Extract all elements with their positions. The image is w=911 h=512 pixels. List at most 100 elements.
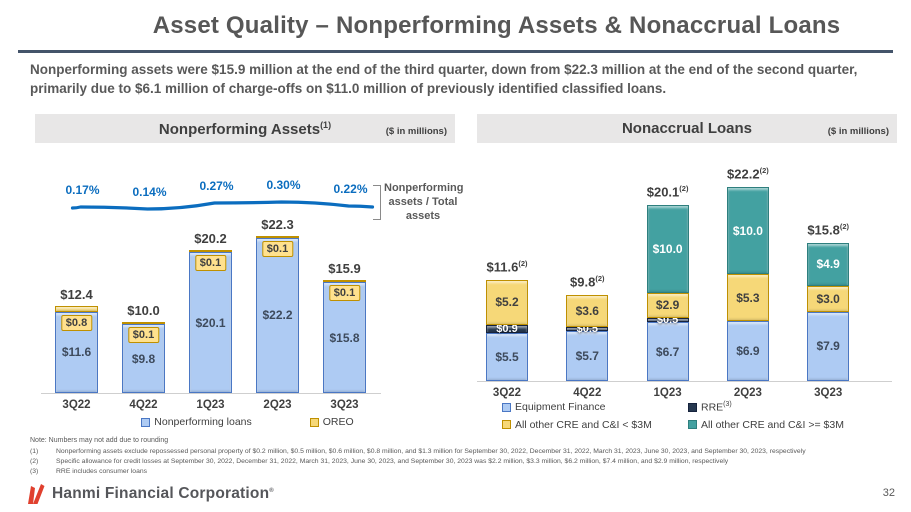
panel-title: Nonaccrual Loans bbox=[621, 120, 753, 137]
bar-total-label: $12.4 bbox=[60, 287, 93, 303]
legend-swatch-icon bbox=[141, 417, 151, 427]
footnote-text: Nonperforming assets exclude repossessed… bbox=[56, 448, 806, 455]
x-axis bbox=[477, 381, 892, 382]
oreo-value-badge: $0.8 bbox=[60, 314, 93, 331]
footer-brand: Hanmi Financial Corporation® bbox=[26, 483, 274, 505]
footnote-number: (2) bbox=[30, 458, 39, 466]
segment-value-label: $10.0 bbox=[652, 242, 683, 256]
footnote-ref-2: (2) bbox=[839, 221, 850, 231]
stack-segment: $6.7 bbox=[646, 322, 689, 381]
nonperforming-assets-chart: Nonperforming assets / Total assets Nonp… bbox=[35, 150, 464, 438]
segment-value-label: $11.6 bbox=[61, 345, 92, 360]
bar-total-label: $11.6(2) bbox=[486, 258, 528, 274]
stack-segment: $2.9 bbox=[646, 292, 689, 319]
legend-item-oreo: OREO bbox=[309, 416, 354, 428]
x-axis-label: 4Q22 bbox=[573, 387, 602, 399]
oreo-value-badge: $0.1 bbox=[328, 285, 361, 302]
x-axis bbox=[41, 393, 381, 394]
legend-label: Equipment Finance bbox=[515, 401, 606, 414]
stack-segment: $5.5 bbox=[486, 332, 528, 381]
ratio-percent-label: 0.17% bbox=[65, 183, 100, 197]
footnote-number: (1) bbox=[30, 448, 39, 455]
legend-swatch-icon bbox=[309, 417, 319, 427]
bar-total-label: $9.8(2) bbox=[570, 274, 605, 290]
footnote-1: (1) Nonperforming assets exclude reposse… bbox=[30, 447, 895, 457]
trademark-symbol: ® bbox=[269, 487, 274, 494]
units-label: ($ in millions) bbox=[385, 126, 447, 137]
nonperforming-loans-segment: $20.1 bbox=[189, 252, 232, 393]
legend-item-cre-ci-under-3m: All other CRE and C&I < $3M bbox=[502, 419, 688, 431]
ratio-percent-label: 0.27% bbox=[199, 179, 234, 193]
legend-swatch-icon bbox=[502, 402, 511, 412]
rounding-note: Note: Numbers may not add due to roundin… bbox=[30, 437, 169, 444]
legend-label: OREO bbox=[322, 416, 354, 428]
page-number: 32 bbox=[882, 487, 895, 499]
x-axis-label: 2Q23 bbox=[733, 387, 762, 399]
ratio-line-label: Nonperforming assets / Total assets bbox=[384, 182, 464, 222]
legend-item-equipment-finance: Equipment Finance bbox=[502, 401, 688, 414]
legend-label: Nonperforming loans bbox=[154, 416, 252, 428]
page-title: Asset Quality – Nonperforming Assets & N… bbox=[152, 12, 841, 39]
stack-segment: $5.7 bbox=[566, 331, 609, 381]
x-axis-label: 3Q23 bbox=[814, 387, 843, 399]
summary-text: Nonperforming assets were $15.9 million … bbox=[30, 62, 858, 96]
ratio-percent-label: 0.30% bbox=[266, 178, 301, 192]
footnotes: Note: Numbers may not add due to roundin… bbox=[30, 437, 895, 478]
brand-name: Hanmi Financial Corporation® bbox=[52, 485, 274, 502]
stack-segment: $10.0 bbox=[726, 186, 769, 275]
segment-value-label: $2.9 bbox=[655, 298, 680, 313]
footnote-3: (3) RRE includes consumer loans bbox=[30, 467, 895, 477]
footnote-ref-3: (3) bbox=[723, 401, 732, 408]
segment-value-label: $3.0 bbox=[816, 291, 840, 306]
hanmi-logo-icon bbox=[26, 483, 46, 505]
segment-value-label: $9.8 bbox=[131, 351, 156, 366]
nonperforming-loans-segment: $22.2 bbox=[256, 237, 299, 393]
ratio-percent-label: 0.14% bbox=[132, 185, 167, 199]
footnote-text: RRE includes consumer loans bbox=[56, 468, 148, 476]
legend: Equipment Finance RRE(3) All other CRE a… bbox=[502, 401, 844, 431]
stack-segment: $3.6 bbox=[566, 295, 609, 327]
x-axis-label: 1Q23 bbox=[196, 399, 225, 411]
panel-header-nonaccrual-loans: Nonaccrual Loans ($ in millions) bbox=[477, 114, 897, 143]
bar-total-label: $20.2 bbox=[194, 231, 227, 247]
segment-value-label: $6.9 bbox=[736, 343, 760, 358]
oreo-segment bbox=[189, 250, 232, 253]
segment-value-label: $4.9 bbox=[816, 257, 840, 272]
stack-segment: $0.5 bbox=[646, 315, 689, 326]
nonaccrual-loans-chart: Equipment Finance RRE(3) All other CRE a… bbox=[477, 150, 907, 445]
footnote-number: (3) bbox=[30, 468, 39, 476]
footnote-text: Specific allowance for credit losses at … bbox=[56, 458, 729, 466]
oreo-value-badge: $0.1 bbox=[194, 255, 227, 272]
oreo-segment bbox=[323, 280, 366, 283]
legend-label: RRE(3) bbox=[701, 401, 732, 414]
stack-segment: $10.0 bbox=[646, 205, 689, 293]
segment-value-label: $20.1 bbox=[195, 315, 226, 330]
panel-header-nonperforming-assets: Nonperforming Assets(1) ($ in millions) bbox=[35, 114, 455, 143]
bar-total-label: $22.2(2) bbox=[727, 165, 769, 182]
bar-total-label: $22.3 bbox=[261, 216, 294, 232]
x-axis-label: 3Q22 bbox=[492, 387, 522, 399]
oreo-value-badge: $0.1 bbox=[127, 327, 160, 344]
legend-swatch-icon bbox=[502, 420, 511, 429]
segment-value-label: $10.0 bbox=[732, 223, 763, 238]
ratio-bracket bbox=[373, 185, 381, 220]
segment-value-label: $5.5 bbox=[495, 349, 519, 364]
segment-value-label: $6.7 bbox=[655, 344, 680, 359]
stack-segment: $3.0 bbox=[807, 285, 850, 312]
segment-value-label: $5.7 bbox=[575, 349, 599, 364]
oreo-segment bbox=[122, 322, 165, 325]
legend-label: All other CRE and C&I >= $3M bbox=[701, 418, 844, 431]
x-axis-label: 3Q22 bbox=[62, 399, 91, 411]
footnote-ref-1: (1) bbox=[320, 119, 332, 130]
x-axis-label: 3Q23 bbox=[330, 399, 359, 411]
legend-item-rre: RRE(3) bbox=[688, 401, 844, 414]
x-axis-label: 4Q22 bbox=[129, 399, 158, 411]
title-divider bbox=[18, 50, 893, 53]
legend-item-nonperforming-loans: Nonperforming loans bbox=[141, 416, 252, 428]
stack-segment: $5.3 bbox=[726, 274, 769, 321]
footnote-ref-2: (2) bbox=[759, 165, 769, 175]
stack-segment: $0.9 bbox=[486, 323, 528, 334]
segment-value-label: $3.6 bbox=[575, 304, 599, 319]
x-axis-label: 1Q23 bbox=[653, 387, 682, 399]
